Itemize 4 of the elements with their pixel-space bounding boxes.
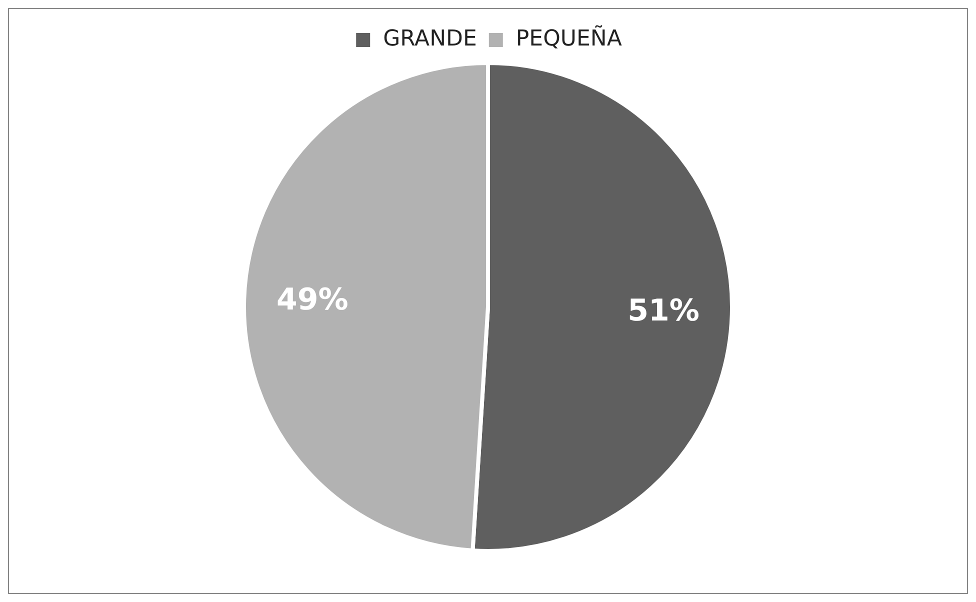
data-label: 51% <box>628 293 700 328</box>
legend-label: GRANDE <box>383 26 477 52</box>
data-label: 49% <box>276 282 348 318</box>
legend-label: PEQUEÑA <box>516 24 622 52</box>
